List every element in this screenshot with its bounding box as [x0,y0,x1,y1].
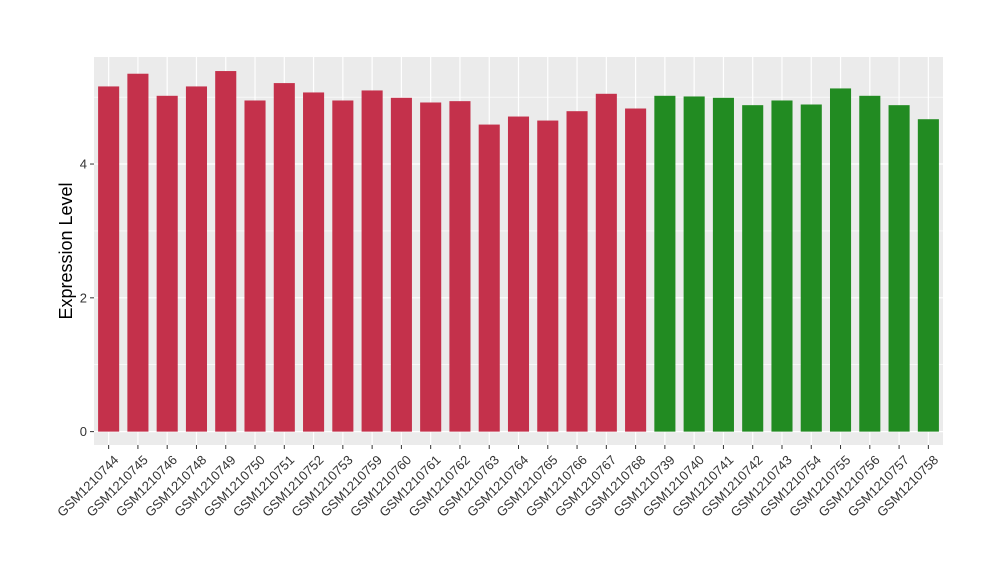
bar-GSM1210740 [683,96,705,432]
y-tick-label-4: 4 [80,157,87,172]
bar-GSM1210764 [507,116,530,432]
bar-GSM1210745 [127,73,149,432]
bar-GSM1210768 [625,108,647,432]
bar-GSM1210751 [273,83,295,432]
bar-GSM1210754 [800,104,822,432]
bar-GSM1210759 [361,90,383,432]
bar-GSM1210766 [566,111,588,432]
bar-GSM1210744 [98,86,120,432]
bar-GSM1210757 [888,105,910,432]
y-tick-label-2: 2 [80,290,87,305]
x-axis: GSM1210744GSM1210745GSM1210746GSM1210748… [54,445,941,520]
bar-GSM1210742 [742,105,764,432]
bar-GSM1210758 [917,119,939,432]
y-axis: 0 2 4 [80,157,94,439]
bar-GSM1210765 [537,120,559,432]
bar-GSM1210741 [712,97,734,432]
bar-GSM1210755 [829,88,852,432]
bar-GSM1210762 [449,101,471,432]
y-axis-title: Expression Level [56,182,76,319]
bar-GSM1210749 [215,71,237,432]
bars [98,71,939,432]
bar-GSM1210743 [771,100,793,432]
bar-GSM1210746 [156,95,178,432]
bar-GSM1210756 [859,95,881,432]
bar-GSM1210748 [185,86,208,432]
y-tick-label-0: 0 [80,424,87,439]
bar-GSM1210750 [244,100,266,432]
bar-GSM1210739 [654,95,676,432]
bar-GSM1210753 [332,100,354,432]
bar-GSM1210767 [595,93,617,432]
bar-GSM1210761 [420,102,442,432]
bar-GSM1210760 [390,97,412,432]
bar-GSM1210763 [478,124,500,432]
bar-GSM1210752 [303,92,325,432]
